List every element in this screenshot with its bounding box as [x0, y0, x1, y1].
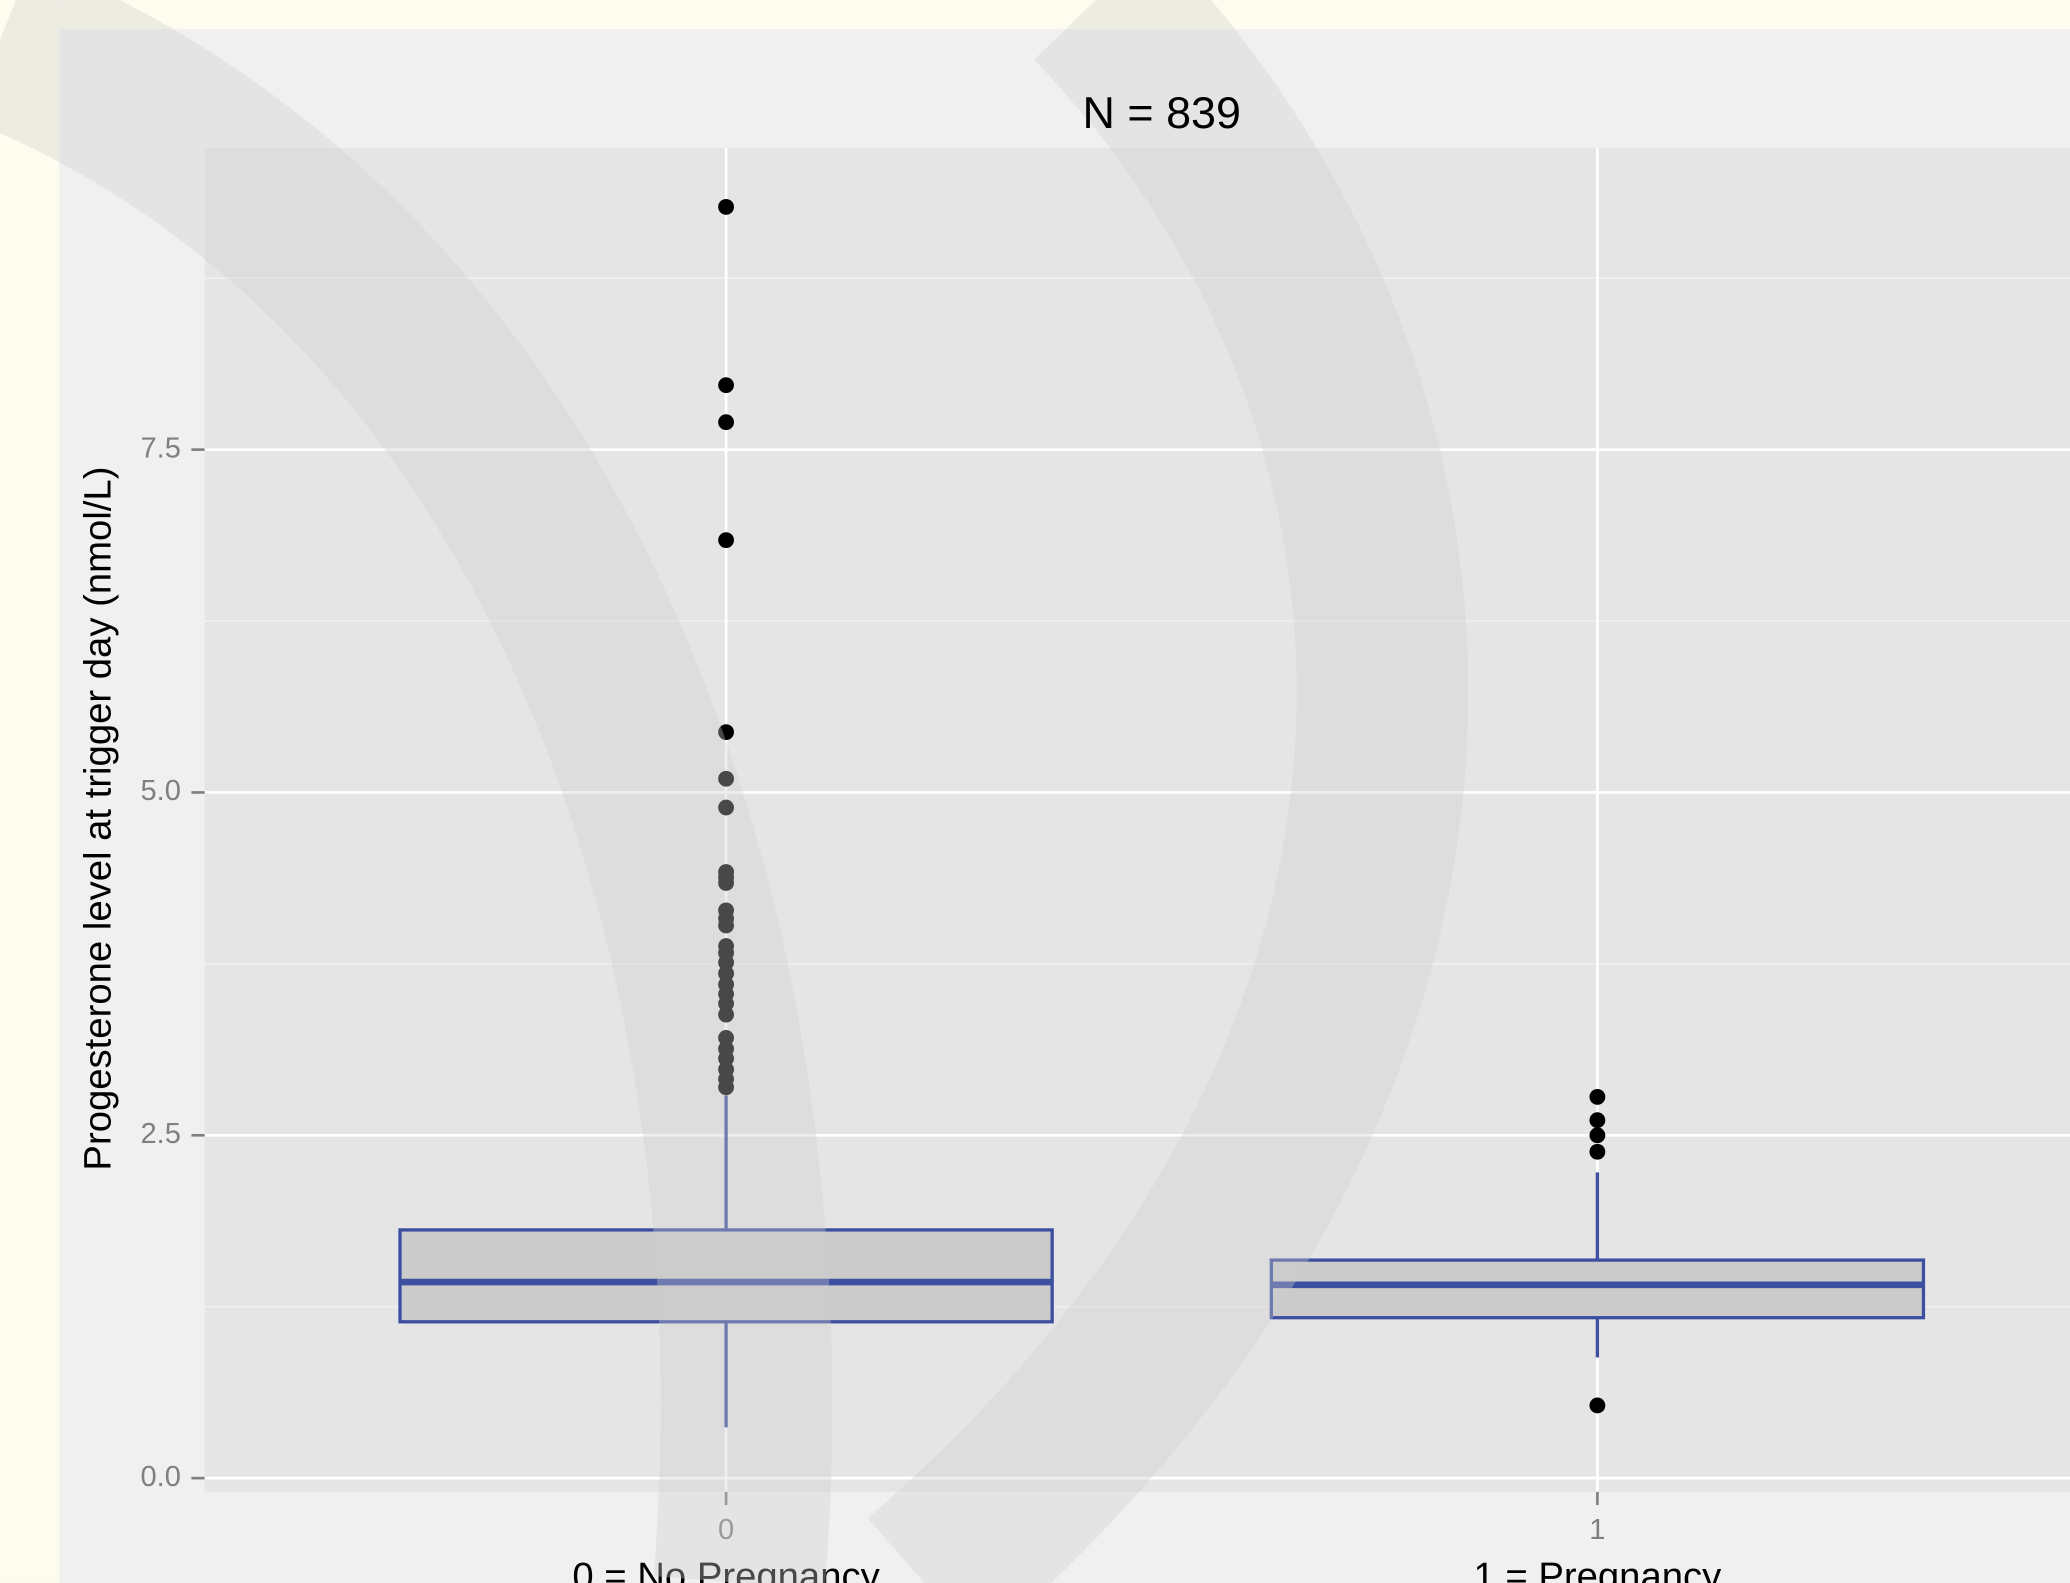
page: {"chart_data": { "type": "box", "title":… — [0, 0, 2070, 1583]
x-category-label: 1 = Pregnancy — [1473, 1555, 1722, 1583]
outlier — [718, 532, 734, 548]
outlier — [718, 414, 734, 430]
x-tick-label: 1 — [1589, 1514, 1605, 1546]
y-tick-label: 5.0 — [141, 775, 181, 807]
y-axis-label: Progesterone level at trigger day (nmol/… — [76, 467, 119, 1171]
box — [1271, 1260, 1923, 1318]
outlier — [1589, 1398, 1605, 1414]
y-tick-label: 2.5 — [141, 1118, 181, 1150]
left-strip — [0, 0, 59, 1583]
top-strip — [59, 0, 2070, 29]
outlier — [1589, 1089, 1605, 1105]
outlier — [718, 377, 734, 393]
outlier — [1589, 1112, 1605, 1128]
y-tick-label: 7.5 — [141, 432, 181, 464]
chart-title: N = 839 — [1083, 87, 1241, 138]
chart: 0.02.55.07.500 = No Pregnancy11 = Pregna… — [0, 0, 2070, 1583]
outlier — [1589, 1144, 1605, 1160]
outlier — [718, 199, 734, 215]
y-tick-label: 0.0 — [141, 1461, 181, 1493]
outlier — [1589, 1127, 1605, 1143]
